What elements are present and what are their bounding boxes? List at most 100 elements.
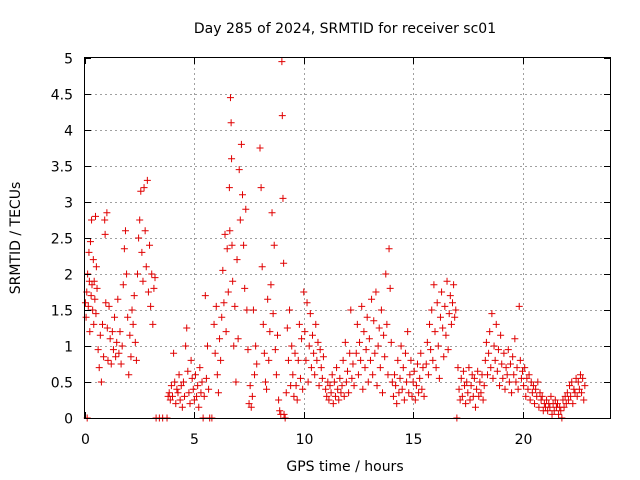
- data-point: [257, 184, 265, 192]
- data-point: [547, 392, 555, 400]
- data-point: [132, 356, 140, 364]
- data-point: [169, 392, 176, 400]
- data-point: [184, 367, 192, 375]
- data-point: [150, 284, 158, 292]
- data-point: [418, 385, 426, 393]
- data-point: [412, 382, 420, 390]
- y-axis-title: SRMTID / TECUs: [8, 182, 24, 295]
- data-point: [405, 389, 413, 397]
- data-point: [82, 313, 90, 321]
- data-point: [385, 245, 393, 253]
- data-point: [492, 320, 500, 328]
- data-point: [109, 346, 117, 354]
- data-point: [243, 306, 251, 314]
- data-point: [181, 392, 189, 400]
- data-point: [296, 374, 304, 382]
- data-point: [91, 295, 99, 303]
- data-point: [470, 374, 478, 382]
- data-point: [568, 378, 576, 386]
- data-point: [369, 371, 377, 379]
- data-point: [261, 378, 269, 386]
- data-point: [242, 205, 250, 213]
- data-point: [228, 241, 236, 249]
- data-point: [115, 349, 123, 357]
- data-point: [186, 400, 194, 408]
- data-point: [446, 292, 454, 300]
- data-point: [90, 320, 98, 328]
- data-point: [548, 410, 556, 418]
- data-point: [88, 216, 96, 224]
- data-point: [423, 338, 431, 346]
- data-point: [430, 281, 438, 289]
- chart-title: Day 285 of 2024, SRMTID for receiver sc0…: [194, 21, 496, 37]
- data-point: [574, 378, 582, 386]
- data-point: [393, 400, 401, 408]
- data-point: [113, 338, 121, 346]
- data-point: [187, 356, 195, 364]
- data-point: [566, 382, 574, 390]
- data-point: [253, 360, 261, 368]
- data-point: [205, 385, 213, 393]
- data-point: [467, 382, 475, 390]
- data-point: [442, 331, 450, 339]
- data-point: [580, 396, 588, 404]
- data-point: [337, 389, 345, 397]
- data-point: [149, 320, 157, 328]
- data-point: [200, 392, 208, 400]
- data-point: [89, 256, 97, 264]
- data-point: [409, 378, 417, 386]
- data-point: [526, 396, 534, 404]
- data-point: [364, 378, 372, 386]
- data-point: [228, 155, 236, 163]
- data-point: [581, 382, 589, 390]
- data-point: [229, 277, 237, 285]
- data-point: [407, 356, 415, 364]
- data-point: [291, 349, 299, 357]
- data-point: [298, 335, 306, 343]
- data-point: [447, 320, 455, 328]
- data-point: [338, 382, 346, 390]
- data-point: [111, 313, 119, 321]
- data-point: [490, 342, 498, 350]
- data-point: [370, 317, 378, 325]
- data-point: [400, 396, 408, 404]
- data-point: [464, 389, 472, 397]
- data-point: [258, 263, 266, 271]
- data-point: [327, 389, 335, 397]
- data-point: [513, 364, 521, 372]
- data-point: [434, 342, 442, 350]
- y-tick-label: 3.5: [51, 160, 73, 176]
- data-point: [325, 396, 333, 404]
- data-point: [416, 374, 424, 382]
- data-point: [86, 328, 94, 336]
- data-point: [318, 374, 326, 382]
- data-point: [555, 410, 563, 418]
- data-point: [171, 378, 179, 386]
- data-point: [361, 364, 369, 372]
- y-tick-label: 1.5: [51, 304, 73, 320]
- data-point: [358, 302, 366, 310]
- data-point: [419, 364, 427, 372]
- y-tick-label: 5: [64, 52, 73, 68]
- data-point: [488, 310, 496, 318]
- y-tick-label: 2.5: [51, 232, 73, 248]
- data-point: [564, 396, 572, 404]
- data-point: [135, 234, 143, 242]
- data-point: [225, 184, 233, 192]
- data-point: [188, 374, 196, 382]
- data-point: [240, 241, 248, 249]
- data-point: [524, 385, 532, 393]
- data-point: [278, 112, 286, 120]
- data-point: [265, 356, 273, 364]
- data-point: [440, 353, 448, 361]
- grid-lines: [85, 58, 610, 418]
- data-point: [131, 338, 139, 346]
- data-point: [520, 382, 528, 390]
- data-point: [485, 349, 493, 357]
- data-point: [88, 281, 96, 289]
- data-point: [295, 320, 303, 328]
- data-point: [388, 378, 396, 386]
- data-point: [457, 374, 465, 382]
- data-point: [276, 407, 284, 415]
